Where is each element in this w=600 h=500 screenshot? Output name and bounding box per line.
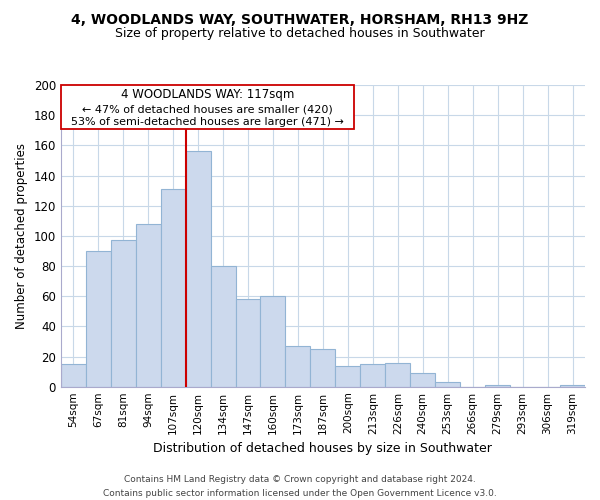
Bar [385, 362, 410, 386]
Bar [560, 385, 585, 386]
Bar [185, 152, 211, 386]
Bar [260, 296, 286, 386]
Text: Size of property relative to detached houses in Southwater: Size of property relative to detached ho… [115, 28, 485, 40]
Bar [61, 364, 86, 386]
Text: 53% of semi-detached houses are larger (471) →: 53% of semi-detached houses are larger (… [71, 117, 344, 127]
Bar [435, 382, 460, 386]
Bar [86, 251, 111, 386]
Bar [361, 364, 385, 386]
Bar [111, 240, 136, 386]
Bar [286, 346, 310, 387]
Text: ← 47% of detached houses are smaller (420): ← 47% of detached houses are smaller (42… [82, 104, 333, 114]
Bar [161, 189, 185, 386]
Bar [310, 349, 335, 387]
FancyBboxPatch shape [61, 85, 355, 128]
Bar [211, 266, 236, 386]
Bar [236, 299, 260, 386]
Bar [136, 224, 161, 386]
Text: 4 WOODLANDS WAY: 117sqm: 4 WOODLANDS WAY: 117sqm [121, 88, 294, 101]
Bar [485, 385, 510, 386]
Y-axis label: Number of detached properties: Number of detached properties [15, 143, 28, 329]
Text: Contains HM Land Registry data © Crown copyright and database right 2024.
Contai: Contains HM Land Registry data © Crown c… [103, 476, 497, 498]
Bar [335, 366, 361, 386]
Text: 4, WOODLANDS WAY, SOUTHWATER, HORSHAM, RH13 9HZ: 4, WOODLANDS WAY, SOUTHWATER, HORSHAM, R… [71, 12, 529, 26]
X-axis label: Distribution of detached houses by size in Southwater: Distribution of detached houses by size … [154, 442, 493, 455]
Bar [410, 373, 435, 386]
